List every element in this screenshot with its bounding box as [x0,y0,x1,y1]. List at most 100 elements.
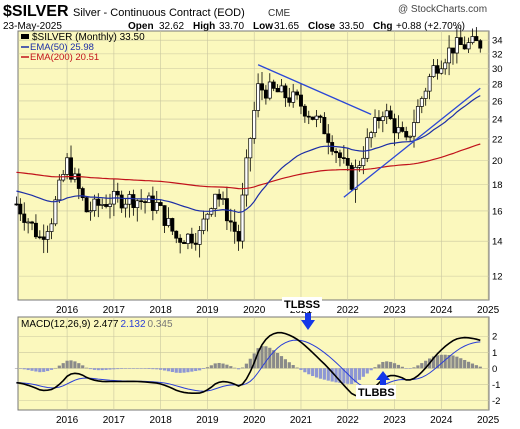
macd-hist-bar [307,368,311,375]
symbol-title: $SILVER [3,3,69,20]
macd-hist-bar [326,368,330,381]
rising-trendline [343,87,481,198]
ohlc-close: 33.50 [339,21,364,32]
candle-body [45,231,50,240]
candle-body [306,115,311,118]
candle-body [127,194,132,205]
date-text: 23-May-2025 [3,21,62,32]
macd-y-tick-label: 1 [492,348,497,359]
candle-body [392,118,397,134]
price-y-tick-label: 30 [492,64,503,75]
candle-body [37,236,42,239]
macd-hist-bar [369,368,373,371]
macd-hist-bar [256,348,260,369]
candle-body [314,115,319,120]
candle-body [466,42,471,50]
macd-hist-bar [46,368,50,372]
macd-hist-bar [400,366,404,369]
ohlc-open: 32.62 [159,21,184,32]
candle-body [166,218,171,226]
macd-hist-bar [330,368,334,382]
tlbss-label: TLBSS [284,299,320,311]
macd-line [16,331,481,397]
macd-hist-bar [217,362,221,369]
macd-hist-bar [248,358,252,369]
price-y-tick-label: 24 [492,115,503,126]
candle-body [248,138,253,159]
macd-hist-bar [100,368,104,371]
macd-hist-bar [30,368,34,371]
candle-body [454,37,459,54]
macd-hist-bar [424,360,428,369]
candle-body [435,65,440,74]
candle-body [139,200,144,203]
macd-hist-bar [459,358,463,369]
candle-body [474,36,479,42]
price-y-tick-label: 34 [492,36,503,47]
macd-hist-bar [455,356,459,369]
macd-hist-bar [404,368,408,369]
ohlc-high: 33.70 [219,21,244,32]
macd-hist-bar [22,368,26,370]
tlbbs-arrow-icon [376,371,390,386]
candle-body [178,237,183,243]
price-y-tick-label: 16 [492,206,503,217]
macd-hist-bar [42,368,46,372]
candle-body [162,205,167,226]
macd-hist-bar [420,363,424,369]
candle-body [189,233,194,244]
price-y-tick-label: 12 [492,272,503,283]
candle-body [458,37,463,46]
candle-body [263,89,268,99]
candle-body [271,81,276,89]
price-x-tick-label: 2018 [150,305,173,316]
candle-body [240,194,245,242]
macd-hist-bar [408,368,412,369]
macd-hist-bar [279,356,284,369]
candle-body [80,188,85,199]
macd-hist-bar [61,363,65,369]
macd-hist-bar [291,365,295,369]
macd-hist-bar [260,346,264,369]
candle-body [478,40,483,49]
candle-body [451,47,455,54]
macd-hist-bar [334,368,338,383]
candle-body [338,152,342,158]
candle-body [135,200,140,209]
macd-hist-bar [166,368,171,372]
macd-hist-bar [155,368,159,370]
price-y-tick-label: 26 [492,96,503,107]
candle-body [283,85,288,99]
ohlc-close-label: Close [308,21,336,32]
macd-hist-bar [190,368,194,372]
candle-body [470,36,475,43]
ohlc-low: 31.65 [274,21,299,32]
candle-body [228,220,233,223]
macd-hist-bar [350,368,354,384]
candle-body [185,233,190,244]
candle-body [170,218,175,232]
macd-hist-bar [174,368,178,373]
candle-body [388,110,393,120]
macd-hist-bar [186,368,190,373]
macd-hist-bar [447,354,451,369]
candle-body [49,223,54,232]
macd-hist-bar [357,368,362,380]
macd-hist-bar [385,361,389,369]
macd-hist-bar [233,367,237,369]
macd-hist-bar [49,368,54,370]
ohlc-open-label: Open [128,21,154,32]
candle-body [404,131,409,138]
macd-legend: MACD(12,26,9) 2.477 2.132 0.345 [21,319,173,330]
macd-hist-bar [182,368,186,373]
macd-hist-bar [81,365,85,369]
macd-hist-bar [34,368,38,372]
macd-hist-bar [108,368,112,370]
candle-body [197,230,202,245]
macd-hist-bar [272,350,276,369]
candle-body [76,173,81,189]
macd-hist-bar [116,368,120,370]
macd-hist-bar [209,365,213,369]
candle-body [26,221,31,224]
macd-x-tick-label: 2022 [337,415,360,426]
